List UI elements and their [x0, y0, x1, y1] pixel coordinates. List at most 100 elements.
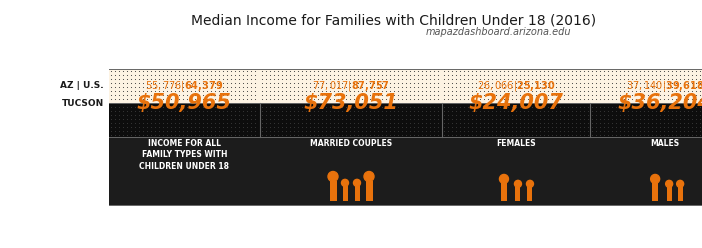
Point — [428, 69, 439, 73]
Point — [416, 113, 428, 117]
Point — [555, 97, 566, 101]
Point — [654, 125, 665, 129]
Point — [698, 93, 702, 97]
Point — [428, 125, 439, 129]
Point — [567, 129, 578, 133]
Point — [308, 121, 319, 125]
Point — [555, 129, 566, 133]
Point — [133, 93, 145, 97]
Point — [237, 117, 249, 121]
Point — [229, 125, 240, 129]
Point — [606, 93, 617, 97]
Point — [626, 93, 637, 97]
Point — [137, 89, 148, 93]
Point — [550, 105, 562, 109]
Point — [634, 121, 645, 125]
Point — [555, 77, 566, 81]
Point — [443, 133, 454, 137]
Point — [352, 121, 364, 125]
Point — [642, 85, 654, 89]
Point — [670, 105, 682, 109]
Point — [412, 109, 423, 113]
Point — [510, 113, 522, 117]
Point — [229, 105, 240, 109]
Point — [217, 97, 228, 101]
Point — [495, 85, 506, 89]
Point — [495, 97, 506, 101]
Point — [113, 109, 124, 113]
Point — [141, 129, 152, 133]
Point — [408, 117, 419, 121]
Text: $37,140  |  $39,618: $37,140 | $39,618 — [626, 79, 702, 93]
Point — [284, 93, 296, 97]
Point — [610, 105, 621, 109]
Point — [451, 81, 462, 85]
Point — [197, 81, 208, 85]
Point — [380, 69, 391, 73]
Point — [284, 133, 296, 137]
Point — [190, 85, 201, 89]
Point — [470, 97, 482, 101]
Point — [486, 77, 498, 81]
Point — [626, 73, 637, 77]
Point — [622, 77, 633, 81]
Point — [272, 117, 284, 121]
Point — [145, 85, 157, 89]
Point — [543, 93, 554, 97]
Point — [360, 125, 371, 129]
Point — [483, 89, 494, 93]
Point — [571, 81, 582, 85]
Text: Median Income for Families with Children Under 18 (2016): Median Income for Families with Children… — [190, 14, 596, 28]
Point — [432, 69, 444, 73]
Point — [137, 93, 148, 97]
Point — [205, 77, 216, 81]
Point — [190, 109, 201, 113]
Point — [455, 73, 466, 77]
Point — [571, 129, 582, 133]
Point — [634, 69, 645, 73]
Point — [446, 69, 458, 73]
Point — [622, 109, 633, 113]
Point — [467, 121, 478, 125]
Point — [145, 129, 157, 133]
Point — [646, 77, 657, 81]
Point — [606, 117, 617, 121]
Point — [256, 97, 267, 101]
Point — [443, 121, 454, 125]
Point — [467, 81, 478, 85]
Point — [531, 105, 542, 109]
Point — [336, 129, 347, 133]
Point — [443, 73, 454, 77]
Point — [388, 101, 399, 105]
Point — [630, 73, 642, 77]
Point — [201, 89, 213, 93]
Point — [169, 97, 180, 101]
Point — [364, 97, 376, 101]
Point — [515, 113, 526, 117]
Point — [129, 73, 140, 77]
Point — [185, 109, 197, 113]
Point — [105, 89, 117, 93]
FancyBboxPatch shape — [527, 187, 533, 201]
Point — [316, 97, 327, 101]
Point — [515, 101, 526, 105]
Point — [272, 85, 284, 89]
Point — [110, 105, 121, 109]
Point — [694, 125, 702, 129]
Point — [555, 133, 566, 137]
Point — [165, 113, 176, 117]
Point — [455, 77, 466, 81]
Point — [531, 93, 542, 97]
Point — [594, 133, 605, 137]
Point — [237, 89, 249, 93]
Point — [654, 69, 665, 73]
Point — [526, 97, 538, 101]
Point — [686, 129, 697, 133]
Point — [503, 117, 514, 121]
Point — [408, 81, 419, 85]
Point — [356, 89, 367, 93]
Point — [495, 105, 506, 109]
Point — [332, 109, 343, 113]
Point — [181, 69, 192, 73]
Point — [682, 69, 694, 73]
